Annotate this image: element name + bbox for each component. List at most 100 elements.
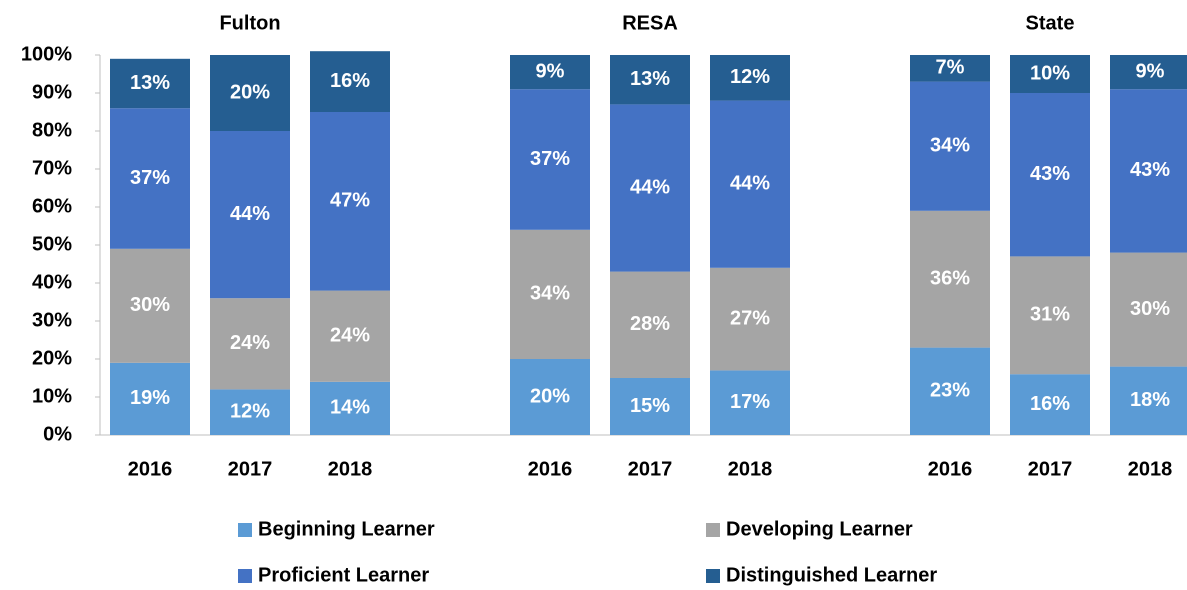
x-tick-label: 2018 — [1128, 458, 1173, 480]
x-tick-label: 2017 — [628, 458, 673, 480]
data-label: 30% — [130, 294, 170, 316]
bar-segment — [1110, 89, 1187, 253]
bar-segment — [610, 104, 690, 272]
bar-segment — [910, 55, 990, 82]
x-tick-label: 2018 — [728, 458, 773, 480]
data-label: 7% — [936, 57, 965, 79]
x-tick-label: 2018 — [328, 458, 373, 480]
legend-swatch — [238, 569, 252, 583]
legend-label: Distinguished Learner — [726, 564, 937, 586]
x-tick-label: 2017 — [228, 458, 273, 480]
data-label: 9% — [1136, 60, 1165, 82]
y-tick-label: 30% — [32, 309, 72, 331]
x-tick-label: 2017 — [1028, 458, 1073, 480]
bar-segment — [1010, 256, 1090, 375]
data-label: 13% — [630, 68, 670, 90]
bar-segment — [1110, 252, 1187, 367]
data-label: 16% — [330, 70, 370, 92]
bar-segment — [510, 89, 590, 230]
legend-label: Beginning Learner — [258, 518, 435, 540]
bar-segment — [110, 362, 190, 435]
data-label: 20% — [530, 385, 570, 407]
bar-segment — [610, 55, 690, 105]
bar-segment — [710, 267, 790, 371]
x-tick-label: 2016 — [128, 458, 173, 480]
bar-segment — [310, 51, 390, 112]
bar-segment — [210, 298, 290, 390]
bar-segment — [310, 112, 390, 291]
group-label: RESA — [622, 12, 678, 34]
bar-segment — [910, 81, 990, 211]
bar-segment — [710, 370, 790, 435]
bar-segment — [610, 378, 690, 435]
data-label: 28% — [630, 313, 670, 335]
data-label: 9% — [536, 60, 565, 82]
data-label: 10% — [1030, 62, 1070, 84]
bar-segment — [110, 58, 190, 109]
x-tick-label: 2016 — [928, 458, 973, 480]
data-label: 12% — [230, 400, 270, 422]
data-label: 16% — [1030, 393, 1070, 415]
data-label: 47% — [330, 190, 370, 212]
data-label: 37% — [130, 167, 170, 189]
bar-segment — [710, 55, 790, 101]
bar-segment — [1010, 93, 1090, 257]
y-tick-label: 70% — [32, 157, 72, 179]
data-label: 19% — [130, 387, 170, 409]
bar-segment — [1010, 374, 1090, 435]
data-label: 34% — [530, 283, 570, 305]
x-tick-label: 2016 — [528, 458, 573, 480]
data-label: 44% — [730, 172, 770, 194]
y-tick-label: 0% — [43, 423, 72, 445]
bar-segment — [1110, 55, 1187, 90]
y-tick-label: 80% — [32, 119, 72, 141]
bar-segment — [610, 271, 690, 378]
bar-segment — [210, 131, 290, 299]
y-tick-label: 100% — [21, 43, 72, 65]
bar-segment — [110, 248, 190, 363]
bar-segment — [310, 290, 390, 382]
bar-segment — [1010, 55, 1090, 93]
data-label: 44% — [230, 203, 270, 225]
data-label: 24% — [230, 332, 270, 354]
group-label: Fulton — [219, 12, 280, 34]
y-tick-label: 40% — [32, 271, 72, 293]
bar-segment — [210, 55, 290, 131]
y-tick-label: 90% — [32, 81, 72, 103]
legend-label: Proficient Learner — [258, 564, 429, 586]
group-label: State — [1026, 12, 1075, 34]
data-label: 44% — [630, 176, 670, 198]
data-label: 30% — [1130, 298, 1170, 320]
y-tick-label: 60% — [32, 195, 72, 217]
bar-segment — [210, 389, 290, 435]
y-tick-label: 50% — [32, 233, 72, 255]
y-tick-label: 10% — [32, 385, 72, 407]
bar-segment — [910, 347, 990, 435]
data-label: 12% — [730, 66, 770, 88]
legend-label: Developing Learner — [726, 518, 913, 540]
data-label: 43% — [1030, 163, 1070, 185]
bar-segment — [510, 359, 590, 435]
bar-segment — [310, 381, 390, 435]
data-label: 27% — [730, 307, 770, 329]
data-label: 31% — [1030, 304, 1070, 326]
data-label: 43% — [1130, 159, 1170, 181]
y-tick-label: 20% — [32, 347, 72, 369]
data-label: 13% — [130, 72, 170, 94]
bar-segment — [510, 229, 590, 359]
bar-segment — [510, 55, 590, 90]
data-label: 23% — [930, 380, 970, 402]
bar-segment — [910, 210, 990, 348]
data-label: 24% — [330, 324, 370, 346]
data-label: 37% — [530, 148, 570, 170]
bar-segment — [1110, 366, 1187, 435]
bar-segment — [110, 108, 190, 249]
legend-swatch — [706, 569, 720, 583]
legend-swatch — [706, 523, 720, 537]
data-label: 14% — [330, 397, 370, 419]
data-label: 36% — [930, 267, 970, 289]
data-label: 15% — [630, 395, 670, 417]
data-label: 34% — [930, 134, 970, 156]
legend-swatch — [238, 523, 252, 537]
